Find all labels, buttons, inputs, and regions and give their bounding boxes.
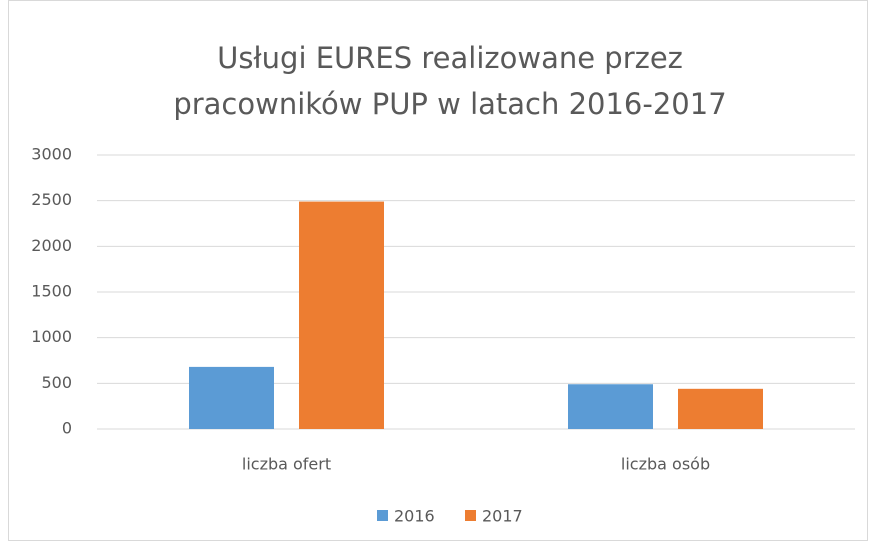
chart-title: Usługi EURES realizowane przez xyxy=(217,41,683,75)
chart-title: pracowników PUP w latach 2016-2017 xyxy=(173,87,726,121)
legend-swatch xyxy=(377,510,388,521)
y-tick-label: 0 xyxy=(62,419,72,438)
y-tick-label: 1500 xyxy=(31,282,72,301)
y-tick-label: 1000 xyxy=(31,327,72,346)
chart-border xyxy=(8,0,868,541)
legend-swatch xyxy=(465,510,476,521)
y-tick-label: 2500 xyxy=(31,190,72,209)
bar xyxy=(568,384,653,429)
x-tick-label: liczba osób xyxy=(621,455,710,474)
legend-label: 2017 xyxy=(482,507,523,526)
x-tick-label: liczba ofert xyxy=(242,455,331,474)
bar xyxy=(678,388,763,429)
y-tick-label: 2000 xyxy=(31,236,72,255)
y-tick-label: 500 xyxy=(41,373,72,392)
y-tick-label: 3000 xyxy=(31,145,72,164)
bar xyxy=(189,366,274,429)
bar xyxy=(299,201,384,429)
legend-label: 2016 xyxy=(394,507,435,526)
